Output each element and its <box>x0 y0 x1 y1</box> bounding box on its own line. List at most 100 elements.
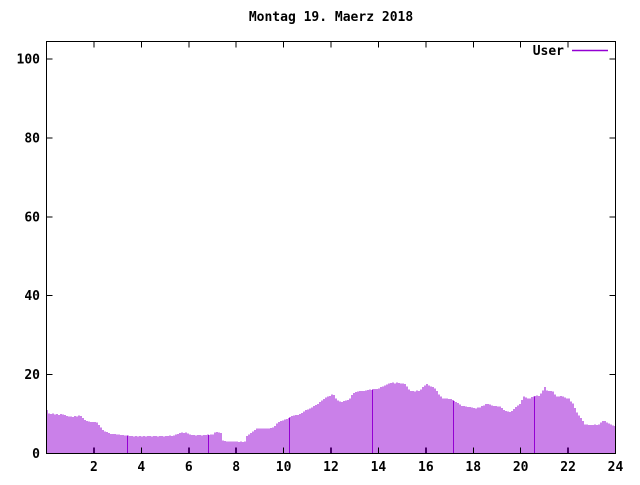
bar <box>400 383 402 454</box>
bar <box>230 441 232 454</box>
bar <box>228 441 230 454</box>
bar <box>270 427 272 454</box>
bar <box>309 408 311 454</box>
bar <box>70 416 72 454</box>
bar <box>487 404 489 454</box>
bar <box>248 434 250 454</box>
bar <box>363 390 365 454</box>
bar <box>351 395 353 454</box>
bar <box>491 405 493 454</box>
bar <box>157 436 159 454</box>
bar <box>74 416 76 454</box>
bar <box>517 405 519 454</box>
bar <box>305 410 307 454</box>
bar <box>155 436 157 454</box>
bar <box>262 428 264 454</box>
bar <box>236 441 238 454</box>
bar <box>481 406 483 454</box>
bar <box>560 395 562 454</box>
bar <box>124 435 126 454</box>
bar <box>127 435 129 454</box>
y-tick-label: 80 <box>24 131 40 146</box>
bar <box>193 434 195 454</box>
bar <box>461 406 463 454</box>
bar <box>203 434 205 454</box>
bar <box>78 415 80 454</box>
bar <box>442 398 444 454</box>
bar <box>201 435 203 454</box>
bar <box>317 403 319 454</box>
bar <box>210 434 212 454</box>
chart-title: Montag 19. Maerz 2018 <box>249 10 414 25</box>
bar <box>355 391 357 454</box>
bar <box>402 383 404 454</box>
bar <box>515 406 517 454</box>
bar <box>497 406 499 454</box>
bar <box>137 436 139 454</box>
bar <box>315 404 317 454</box>
bar <box>440 396 442 454</box>
bar <box>122 434 124 454</box>
bar <box>378 388 380 454</box>
bar <box>369 389 371 454</box>
bar <box>295 415 297 454</box>
bar <box>242 442 244 454</box>
bar <box>173 435 175 454</box>
bar <box>367 389 369 454</box>
bar <box>479 407 481 454</box>
bar <box>66 416 68 454</box>
bar <box>505 410 507 454</box>
bar <box>463 406 465 454</box>
bar <box>133 436 135 454</box>
bar <box>118 434 120 454</box>
bar <box>246 436 248 454</box>
bar <box>131 436 133 454</box>
bar <box>420 389 422 454</box>
bar <box>169 435 171 454</box>
bar <box>212 434 214 454</box>
bar <box>374 389 376 454</box>
bar <box>167 436 169 454</box>
bar <box>529 398 531 454</box>
bar <box>58 414 60 454</box>
bar <box>534 395 536 454</box>
bar <box>323 399 325 454</box>
bar <box>234 441 236 454</box>
bar <box>232 441 234 454</box>
bar <box>552 391 554 454</box>
bar <box>88 421 90 454</box>
bar <box>185 432 187 454</box>
bar <box>457 403 459 454</box>
bar <box>183 432 185 454</box>
bar <box>345 400 347 454</box>
bar <box>598 424 600 454</box>
bar <box>465 406 467 454</box>
bar <box>570 401 572 454</box>
bar <box>414 391 416 454</box>
bar <box>153 436 155 454</box>
bar <box>50 414 52 454</box>
bar <box>82 417 84 454</box>
bar <box>327 396 329 454</box>
bar <box>329 395 331 454</box>
bar <box>459 404 461 454</box>
bar <box>550 391 552 454</box>
bar <box>129 436 131 454</box>
bar <box>274 425 276 454</box>
bar <box>507 411 509 454</box>
bar <box>258 428 260 454</box>
bar <box>60 414 62 454</box>
y-tick-label: 60 <box>24 210 40 225</box>
bar <box>106 432 108 454</box>
bar <box>596 425 598 454</box>
bar <box>566 398 568 454</box>
bar <box>511 410 513 454</box>
bar <box>610 424 612 454</box>
bar <box>588 425 590 454</box>
bar <box>218 432 220 454</box>
bar <box>426 384 428 454</box>
bar <box>394 383 396 454</box>
x-tick-label: 2 <box>90 460 98 475</box>
bar <box>145 436 147 454</box>
bar <box>519 404 521 454</box>
